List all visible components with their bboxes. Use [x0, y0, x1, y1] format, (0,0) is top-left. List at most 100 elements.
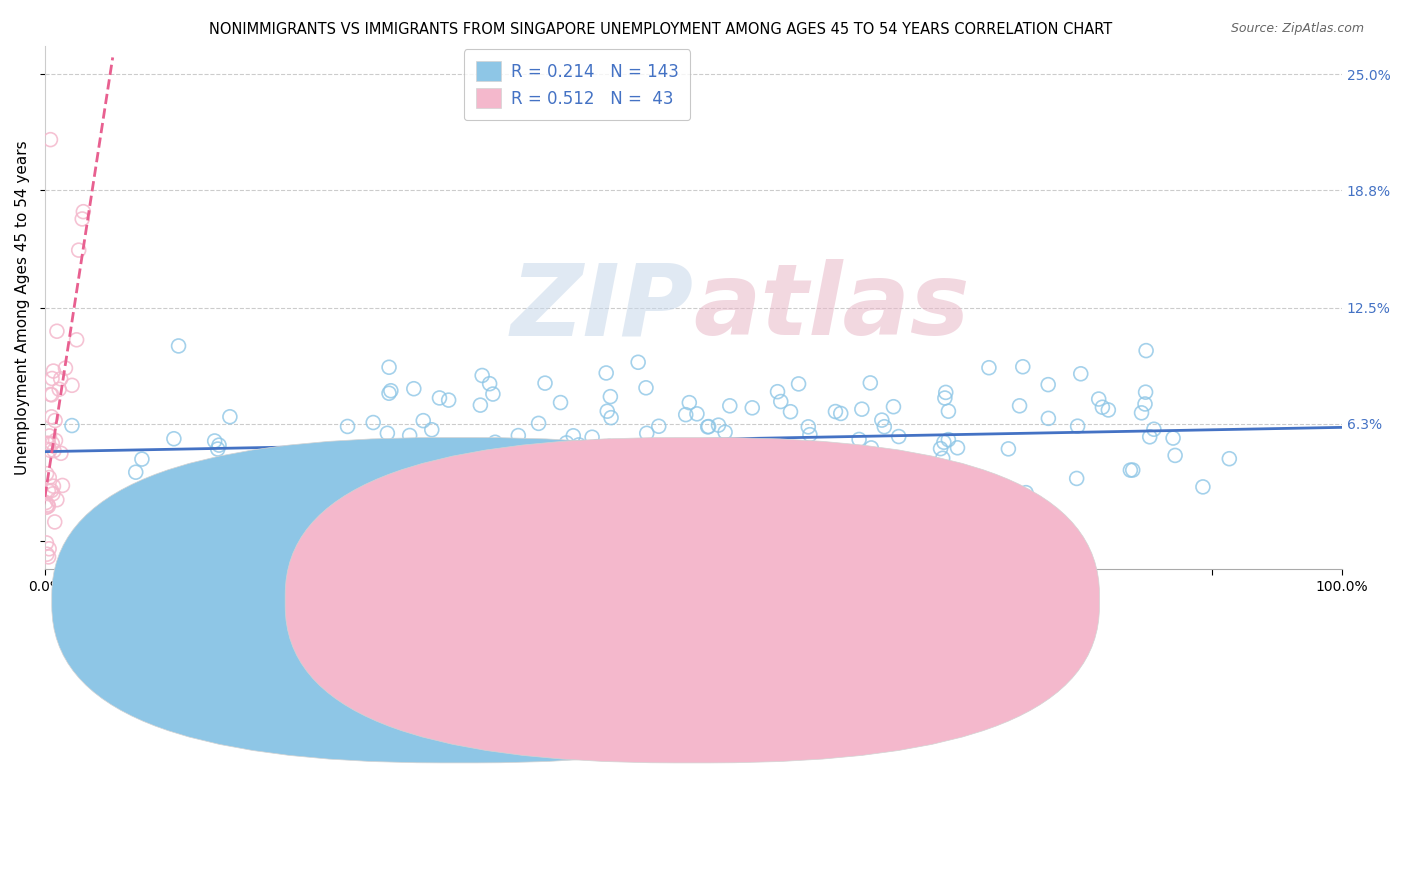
Point: [830, 407, 852, 421]
Point: [361, 416, 384, 430]
Point: [437, 393, 460, 408]
Y-axis label: Unemployment Among Ages 45 to 54 years: Unemployment Among Ages 45 to 54 years: [15, 140, 30, 475]
Point: [37, 483, 59, 498]
Point: [38, 436, 60, 450]
Point: [613, 476, 636, 491]
Point: [859, 376, 882, 390]
Point: [787, 376, 810, 391]
Point: [627, 355, 650, 369]
Point: [824, 404, 846, 418]
Point: [596, 404, 619, 418]
Point: [495, 446, 517, 460]
Point: [727, 451, 749, 466]
Point: [1038, 411, 1060, 425]
Point: [44, 413, 66, 427]
Point: [704, 486, 727, 500]
Point: [848, 433, 870, 447]
Point: [555, 436, 578, 450]
Point: [779, 467, 801, 482]
Point: [378, 386, 401, 401]
Point: [870, 413, 893, 427]
Point: [470, 398, 492, 412]
Point: [1066, 419, 1088, 434]
Point: [35, 500, 58, 515]
Point: [67, 243, 90, 257]
Point: [932, 435, 955, 450]
Point: [634, 381, 657, 395]
Text: Source: ZipAtlas.com: Source: ZipAtlas.com: [1230, 22, 1364, 36]
Point: [1139, 430, 1161, 444]
Point: [478, 376, 501, 391]
Point: [505, 483, 527, 497]
Point: [125, 465, 148, 479]
Point: [1097, 403, 1119, 417]
Point: [817, 464, 839, 478]
Point: [779, 405, 801, 419]
Point: [336, 419, 359, 434]
Point: [502, 456, 524, 470]
Point: [45, 324, 67, 338]
Point: [1130, 406, 1153, 420]
Point: [1008, 399, 1031, 413]
Point: [887, 429, 910, 443]
Point: [479, 483, 502, 497]
Point: [467, 460, 489, 475]
Point: [561, 492, 583, 507]
Point: [471, 368, 494, 383]
Point: [1164, 449, 1187, 463]
Point: [163, 432, 186, 446]
Point: [41, 409, 63, 424]
Point: [408, 458, 430, 473]
Point: [37, 436, 59, 450]
Point: [873, 419, 896, 434]
Point: [484, 435, 506, 450]
Point: [1038, 377, 1060, 392]
Point: [599, 390, 621, 404]
Point: [1119, 463, 1142, 477]
Point: [49, 446, 72, 460]
Point: [860, 441, 883, 455]
Point: [1122, 463, 1144, 477]
Point: [482, 387, 505, 401]
Text: atlas: atlas: [693, 260, 970, 356]
Point: [420, 423, 443, 437]
Point: [938, 404, 960, 418]
Point: [931, 451, 953, 466]
Point: [1135, 385, 1157, 400]
Point: [264, 483, 287, 498]
Point: [38, 549, 60, 564]
Point: [543, 466, 565, 480]
Point: [131, 452, 153, 467]
Point: [502, 443, 524, 458]
Point: [35, 436, 58, 450]
Point: [41, 388, 63, 402]
Point: [444, 459, 467, 474]
Point: [508, 428, 530, 442]
Point: [429, 391, 451, 405]
Point: [344, 516, 367, 530]
Point: [696, 420, 718, 434]
Point: [1161, 431, 1184, 445]
Point: [1087, 392, 1109, 406]
Point: [60, 378, 83, 392]
Point: [714, 425, 737, 440]
Point: [402, 382, 425, 396]
Point: [1015, 485, 1038, 500]
Point: [450, 448, 472, 462]
Point: [41, 483, 63, 498]
Point: [204, 434, 226, 448]
Point: [797, 420, 820, 434]
Text: Nonimmigrants: Nonimmigrants: [489, 589, 617, 607]
Point: [617, 483, 640, 497]
Point: [1070, 367, 1092, 381]
Point: [283, 516, 305, 531]
Point: [72, 204, 94, 219]
Point: [412, 457, 434, 471]
Point: [42, 487, 65, 501]
Point: [977, 360, 1000, 375]
Point: [741, 401, 763, 415]
Text: ZIP: ZIP: [510, 260, 693, 356]
Point: [766, 384, 789, 399]
Point: [208, 438, 231, 452]
Point: [724, 443, 747, 458]
